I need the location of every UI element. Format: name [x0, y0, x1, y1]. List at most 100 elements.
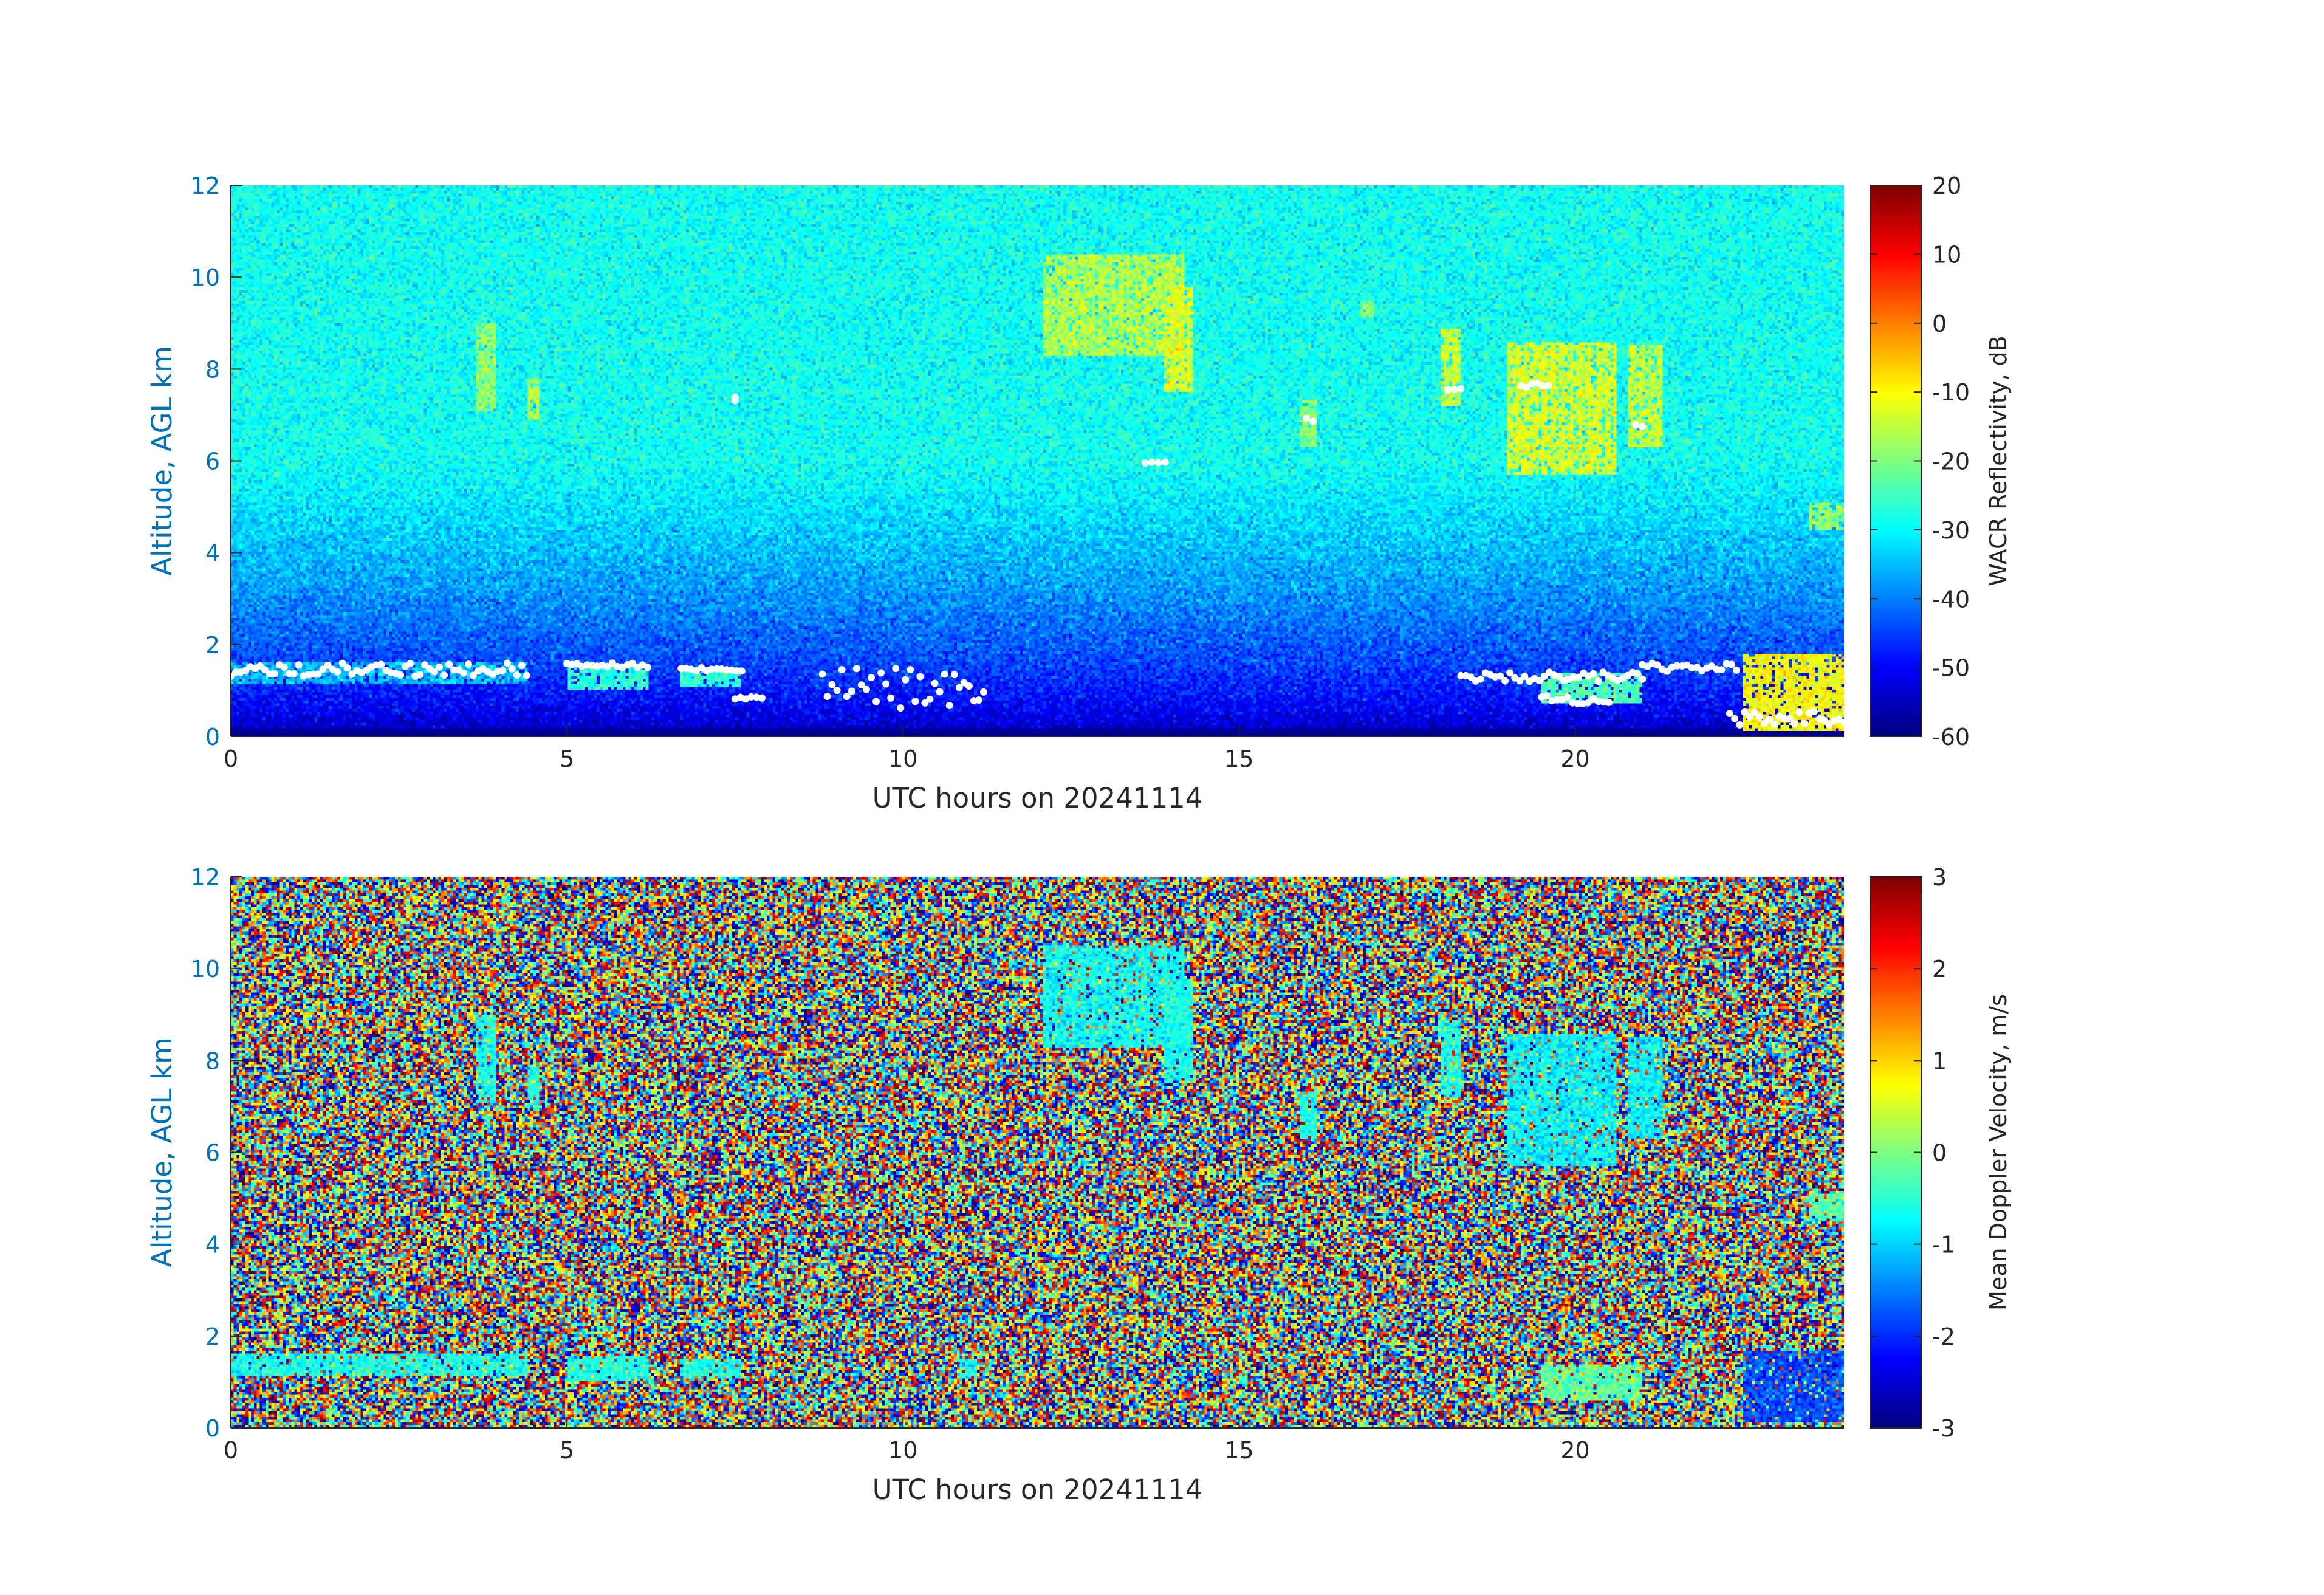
- y-tick-label: 10: [191, 264, 220, 291]
- marker-point: [872, 698, 880, 705]
- y-tick-label: 6: [205, 1140, 220, 1167]
- marker-point: [1496, 672, 1504, 680]
- marker-point: [1141, 459, 1149, 467]
- x-tick-label: 20: [1560, 746, 1589, 772]
- colorbar: -60 -50 -40 -30 -20 -10 0 10 20 WACR Reflectivity…: [1870, 173, 2012, 750]
- marker-point: [902, 676, 910, 684]
- y-tick-label: 8: [205, 356, 220, 383]
- marker-point: [1791, 719, 1798, 727]
- marker-point: [828, 681, 836, 688]
- marker-point: [1563, 693, 1571, 701]
- marker-point: [1535, 677, 1543, 685]
- marker-point: [1467, 673, 1475, 681]
- colorbar-tick-label: -40: [1932, 586, 1970, 612]
- x-tick-label: 10: [888, 746, 917, 772]
- colorbar-label: WACR Reflectivity, dB: [1985, 335, 2012, 586]
- colorbar-tick-label: -60: [1932, 724, 1970, 750]
- marker-point: [1534, 379, 1541, 387]
- marker-point: [261, 666, 269, 674]
- marker-point: [1501, 677, 1509, 685]
- marker-point: [464, 660, 472, 668]
- colorbar-gradient: [1870, 877, 1921, 1428]
- marker-point: [823, 693, 831, 701]
- colorbar-tick-label: 0: [1932, 1140, 1947, 1167]
- colorbar: -3 -2 -1 0 1 2 3 Mean Doppler Velocity, m/s: [1870, 864, 2012, 1442]
- marker-point: [1820, 716, 1828, 724]
- marker-point: [1800, 719, 1808, 727]
- marker-point: [1148, 458, 1156, 466]
- y-tick-label: 8: [205, 1048, 220, 1074]
- colorbar-tick-label: -50: [1932, 655, 1970, 682]
- marker-point: [498, 667, 506, 674]
- marker-point: [431, 668, 439, 676]
- marker-point: [1476, 675, 1484, 683]
- marker-point: [911, 698, 919, 705]
- marker-point: [907, 666, 914, 674]
- colorbar-tick-label: 0: [1932, 310, 1947, 337]
- marker-point: [892, 665, 900, 673]
- marker-point: [1605, 699, 1613, 707]
- marker-point: [445, 660, 453, 668]
- marker-point: [377, 660, 385, 668]
- marker-point: [397, 671, 405, 679]
- y-axis-label: Altitude, AGL km: [146, 1037, 178, 1267]
- marker-point: [1840, 719, 1848, 727]
- colorbar-tick-label: -30: [1932, 517, 1970, 544]
- marker-point: [1528, 380, 1536, 388]
- marker-point: [1639, 675, 1647, 683]
- marker-point: [1154, 459, 1162, 467]
- marker-point: [1795, 708, 1803, 716]
- marker-point: [1663, 667, 1671, 675]
- y-tick-label: 2: [205, 1323, 220, 1350]
- marker-point: [460, 669, 468, 677]
- marker-point: [897, 704, 905, 712]
- x-tick-label: 20: [1560, 1437, 1589, 1464]
- colorbar-tick-label: -10: [1932, 379, 1970, 406]
- marker-point: [503, 659, 511, 667]
- marker-point: [1731, 715, 1739, 722]
- colorbar-tick-label: -20: [1932, 448, 1970, 475]
- marker-point: [1727, 660, 1735, 668]
- marker-point: [838, 666, 846, 674]
- marker-point: [324, 661, 332, 669]
- marker-point: [1741, 708, 1749, 716]
- colorbar-tick-label: 3: [1932, 864, 1947, 891]
- y-axis-label: Altitude, AGL km: [146, 346, 178, 576]
- marker-point: [416, 671, 424, 679]
- y-tick-label: 0: [205, 724, 220, 750]
- x-tick-label: 15: [1224, 746, 1253, 772]
- marker-point: [731, 397, 739, 405]
- colorbar-tick-label: 2: [1932, 956, 1947, 983]
- marker-point: [508, 665, 516, 673]
- x-tick-label: 5: [560, 746, 574, 772]
- marker-point: [916, 673, 924, 681]
- marker-point: [818, 670, 826, 678]
- colorbar-tick-label: -1: [1932, 1232, 1955, 1258]
- marker-point: [882, 680, 890, 688]
- marker-point: [523, 671, 530, 679]
- marker-point: [436, 663, 444, 671]
- marker-point: [955, 684, 963, 691]
- marker-point: [931, 679, 939, 687]
- marker-point: [753, 693, 761, 701]
- marker-point: [747, 693, 755, 701]
- marker-point: [926, 695, 934, 703]
- x-axis-label: UTC hours on 20241114: [872, 782, 1203, 814]
- marker-point: [1521, 673, 1529, 681]
- chart-panel-1: 0 5 10 15 20 0 2 4 6 8 10 12 UTC hours on 20241114 Al…: [146, 173, 2012, 814]
- y-tick-label: 6: [205, 448, 220, 475]
- y-tick-label: 12: [191, 173, 220, 199]
- marker-point: [513, 671, 521, 679]
- marker-point: [1555, 672, 1563, 680]
- marker-point: [1718, 666, 1726, 674]
- x-tick-label: 0: [224, 1437, 238, 1464]
- marker-point: [1450, 386, 1458, 394]
- marker-point: [1634, 670, 1642, 677]
- marker-point: [1632, 420, 1640, 428]
- marker-point: [1303, 414, 1310, 422]
- marker-point: [877, 669, 885, 677]
- white-markers: [227, 379, 1848, 729]
- marker-point: [862, 685, 870, 693]
- marker-point: [980, 688, 987, 696]
